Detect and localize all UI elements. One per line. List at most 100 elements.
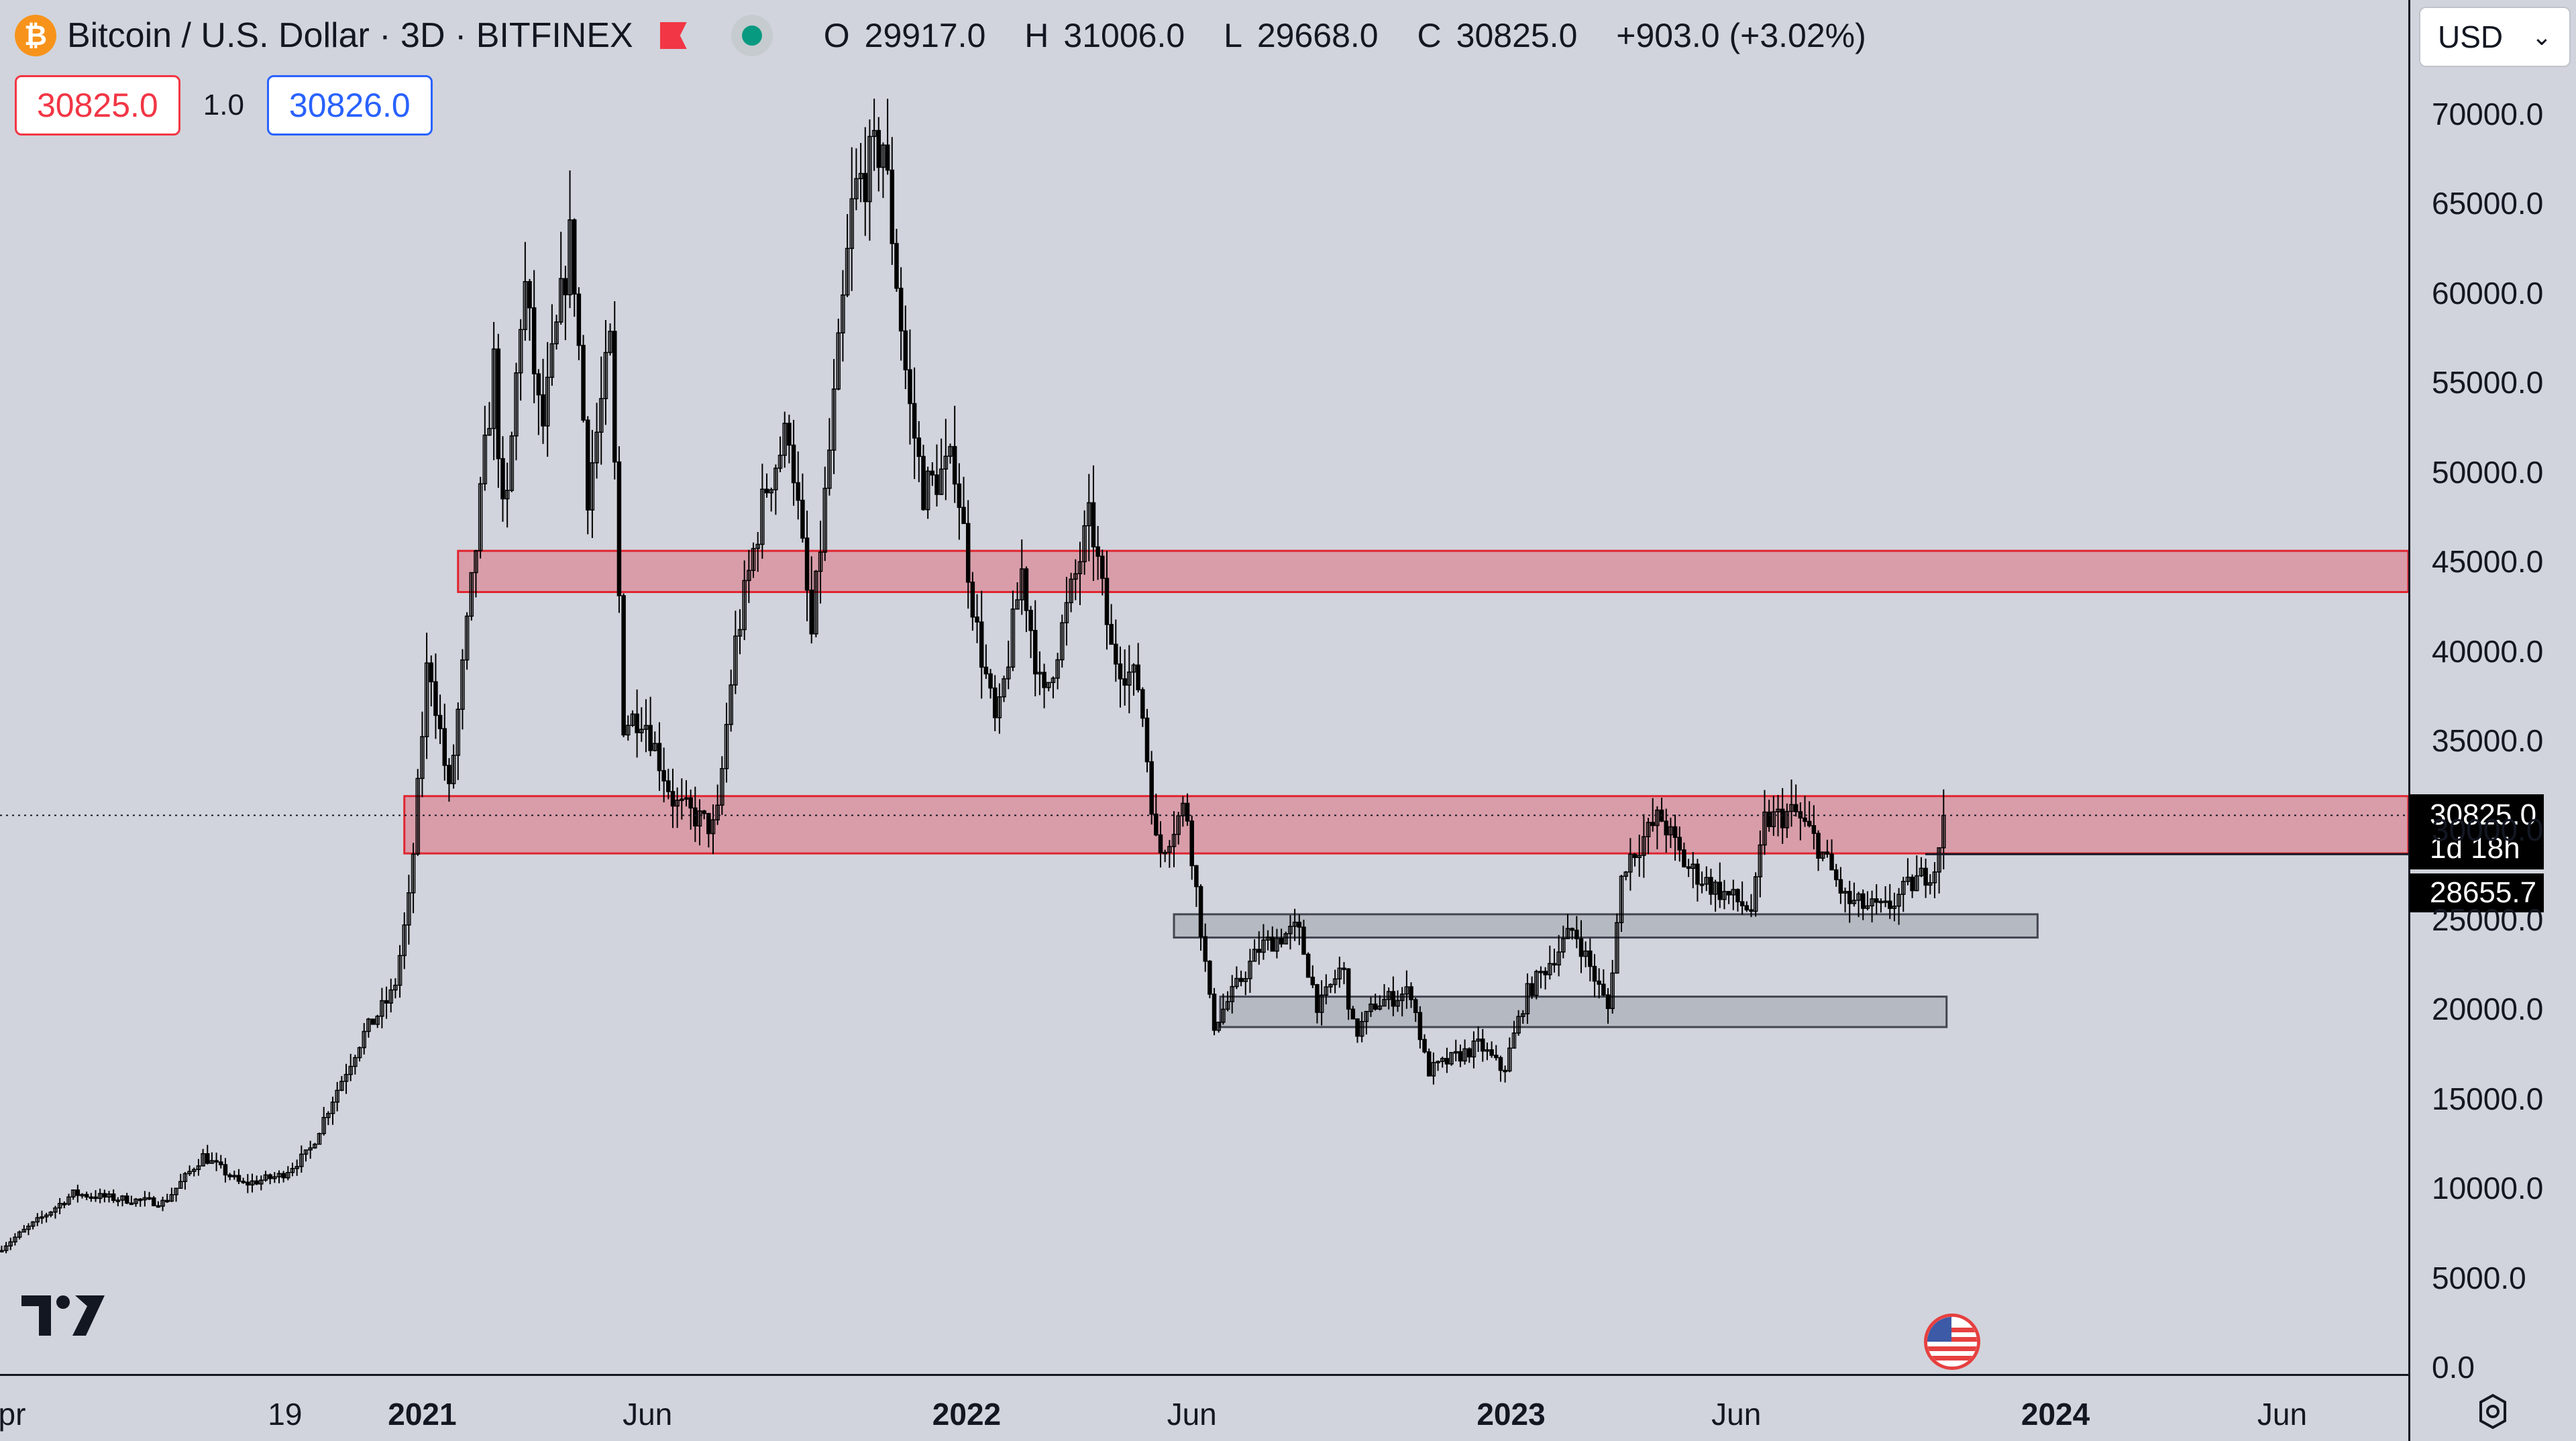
candle[interactable] <box>720 756 724 815</box>
candle[interactable] <box>509 431 515 492</box>
candle[interactable] <box>1534 969 1539 1000</box>
candle[interactable] <box>1234 966 1239 990</box>
candle[interactable] <box>930 462 935 486</box>
candle[interactable] <box>1189 815 1194 880</box>
candle[interactable] <box>1516 1010 1521 1036</box>
candle[interactable] <box>1297 914 1302 945</box>
candle[interactable] <box>1784 803 1790 839</box>
candle[interactable] <box>1087 474 1091 562</box>
candle[interactable] <box>1901 877 1906 912</box>
candle[interactable] <box>1543 967 1548 990</box>
candle[interactable] <box>1851 882 1857 907</box>
candle[interactable] <box>21 1225 27 1233</box>
candle[interactable] <box>1650 798 1655 832</box>
candle[interactable] <box>1010 590 1016 672</box>
candle[interactable] <box>777 436 783 472</box>
candle[interactable] <box>1440 1057 1445 1068</box>
candle[interactable] <box>957 463 962 540</box>
candle[interactable] <box>1883 886 1888 908</box>
candle[interactable] <box>1256 931 1262 965</box>
candle[interactable] <box>1373 994 1378 1011</box>
candle[interactable] <box>1632 853 1638 867</box>
candle[interactable] <box>751 542 756 578</box>
candle[interactable] <box>276 1170 282 1183</box>
candle[interactable] <box>504 462 510 528</box>
candle[interactable] <box>661 747 666 803</box>
candle[interactable] <box>612 301 617 480</box>
candle[interactable] <box>952 405 957 503</box>
candle[interactable] <box>791 419 796 506</box>
candle[interactable] <box>246 1173 250 1193</box>
candle[interactable] <box>299 1145 304 1173</box>
candle[interactable] <box>1588 938 1593 981</box>
candle[interactable] <box>858 143 863 203</box>
candle[interactable] <box>1144 708 1150 773</box>
candle[interactable] <box>1055 652 1060 690</box>
candle[interactable] <box>1283 931 1289 945</box>
candle[interactable] <box>89 1193 94 1202</box>
candle[interactable] <box>1771 796 1776 837</box>
candle[interactable] <box>1167 840 1172 868</box>
candle[interactable] <box>330 1096 335 1125</box>
candle[interactable] <box>1163 849 1167 863</box>
candle[interactable] <box>585 416 590 535</box>
candle[interactable] <box>1238 970 1244 987</box>
candle[interactable] <box>961 476 966 525</box>
support-zone-4[interactable] <box>1219 996 1948 1028</box>
candle[interactable] <box>415 769 421 856</box>
candle[interactable] <box>1060 615 1065 668</box>
candle[interactable] <box>773 464 778 515</box>
candle[interactable] <box>70 1189 76 1200</box>
resistance-zone-1[interactable] <box>403 795 2408 855</box>
candle[interactable] <box>1051 676 1056 699</box>
candle[interactable] <box>568 170 572 309</box>
candle[interactable] <box>474 549 478 598</box>
tradingview-logo-icon[interactable] <box>21 1291 107 1340</box>
candle[interactable] <box>1208 960 1212 999</box>
candle[interactable] <box>1386 987 1391 1010</box>
candle[interactable] <box>1324 974 1329 1005</box>
candle[interactable] <box>1002 676 1006 702</box>
candle[interactable] <box>1265 930 1271 951</box>
candle[interactable] <box>53 1206 58 1219</box>
candle[interactable] <box>1305 952 1311 978</box>
candle[interactable] <box>1838 867 1843 904</box>
candle[interactable] <box>827 418 832 496</box>
candle[interactable] <box>965 500 971 609</box>
candle[interactable] <box>1185 793 1190 826</box>
candle[interactable] <box>1489 1041 1494 1058</box>
candle[interactable] <box>737 609 743 655</box>
candle[interactable] <box>160 1196 165 1212</box>
candle[interactable] <box>697 799 702 846</box>
candle[interactable] <box>979 590 984 699</box>
candle[interactable] <box>35 1213 40 1226</box>
candle[interactable] <box>724 702 729 783</box>
candle[interactable] <box>1789 780 1794 827</box>
candle[interactable] <box>1453 1039 1458 1062</box>
candle[interactable] <box>303 1149 309 1162</box>
candle[interactable] <box>1019 539 1024 615</box>
candle[interactable] <box>635 689 639 758</box>
candle[interactable] <box>111 1189 116 1204</box>
candle[interactable] <box>469 572 474 621</box>
candle[interactable] <box>1181 796 1185 827</box>
resistance-zone-2[interactable] <box>457 549 2408 594</box>
candle[interactable] <box>1642 814 1646 878</box>
candle[interactable] <box>782 411 787 468</box>
candle[interactable] <box>1932 862 1937 898</box>
candle[interactable] <box>1583 941 1588 967</box>
candle[interactable] <box>639 707 644 742</box>
candle[interactable] <box>1037 651 1042 696</box>
candle[interactable] <box>822 466 827 562</box>
candle[interactable] <box>747 549 751 603</box>
candle[interactable] <box>1279 928 1284 948</box>
candle[interactable] <box>1315 983 1320 1024</box>
candle[interactable] <box>1073 559 1078 600</box>
candle[interactable] <box>1095 525 1100 580</box>
candle[interactable] <box>263 1171 268 1182</box>
candle[interactable] <box>912 367 917 480</box>
candle[interactable] <box>688 789 693 830</box>
candle[interactable] <box>1364 1010 1369 1035</box>
candle[interactable] <box>496 333 501 488</box>
candle[interactable] <box>286 1166 290 1181</box>
